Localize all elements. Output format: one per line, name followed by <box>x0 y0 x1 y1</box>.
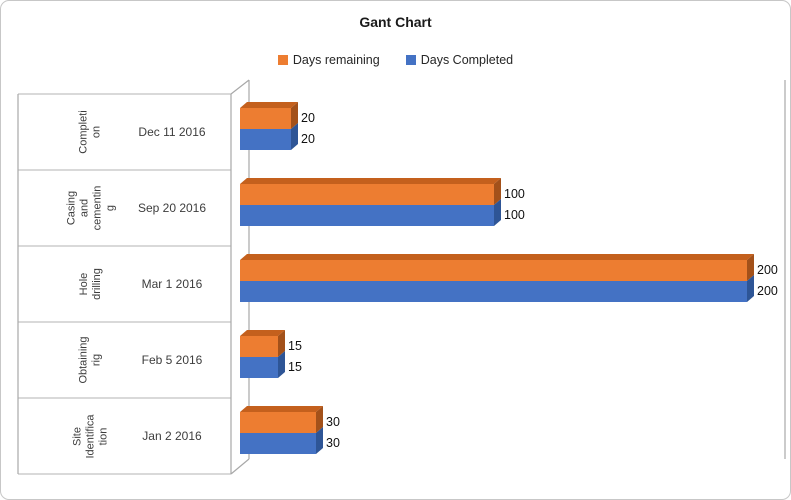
legend: Days remaining Days Completed <box>1 53 790 67</box>
chart-title: Gant Chart <box>359 14 432 30</box>
legend-label-days-completed: Days Completed <box>420 53 514 67</box>
data-label-days-completed-completion: 20 <box>301 132 315 146</box>
bar-side-face-days-remaining-hole-drilling <box>747 254 754 281</box>
category-task-label-hole-drilling: Hole drilling <box>77 268 103 300</box>
bar-side-face-days-completed-hole-drilling <box>747 275 754 302</box>
bar-side-face-days-completed-obtaining-rig <box>278 351 285 378</box>
category-date-site-identification: Jan 2 2016 <box>142 429 202 443</box>
category-task-label-obtaining-rig: Obtaining rig <box>78 336 103 384</box>
legend-label-days-remaining: Days remaining <box>292 53 380 67</box>
data-label-days-completed-site-identification: 30 <box>326 436 340 450</box>
category-separator-lines <box>18 93 231 475</box>
bar-side-face-days-remaining-obtaining-rig <box>278 330 285 357</box>
data-label-days-remaining-completion: 20 <box>301 111 315 125</box>
bar-days-completed-hole-drilling <box>240 281 747 302</box>
bar-top-face-days-remaining-completion <box>240 102 298 108</box>
category-task-label-casing-and-cementing: Casing and cementin g <box>64 185 116 231</box>
data-label-days-remaining-obtaining-rig: 15 <box>288 339 302 353</box>
bar-days-remaining-site-identification <box>240 412 316 433</box>
bar-days-remaining-completion <box>240 108 291 129</box>
bar-days-remaining-obtaining-rig <box>240 336 278 357</box>
bar-top-face-days-remaining-site-identification <box>240 406 323 412</box>
bar-days-remaining-hole-drilling <box>240 260 747 281</box>
category-task-label-completion: Completi on <box>78 110 103 154</box>
category-date-obtaining-rig: Feb 5 2016 <box>141 353 203 367</box>
data-label-days-remaining-site-identification: 30 <box>326 415 340 429</box>
category-task-label-site-identification: Site Identifica tion <box>71 413 110 459</box>
bar-days-remaining-casing-and-cementing <box>240 184 494 205</box>
category-date-hole-drilling: Mar 1 2016 <box>141 277 203 291</box>
category-date-completion: Dec 11 2016 <box>138 125 206 139</box>
legend-item-days-remaining: Days remaining <box>277 53 380 67</box>
data-label-days-completed-hole-drilling: 200 <box>757 284 778 298</box>
legend-swatch-days-completed-icon <box>405 55 416 65</box>
bar-side-face-days-remaining-site-identification <box>316 406 323 433</box>
bar-days-completed-casing-and-cementing <box>240 205 494 226</box>
bar-side-face-days-remaining-completion <box>291 102 298 129</box>
data-label-days-remaining-casing-and-cementing: 100 <box>504 187 525 201</box>
bar-side-face-days-completed-completion <box>291 123 298 150</box>
bar-top-face-days-remaining-hole-drilling <box>240 254 754 260</box>
data-label-days-completed-obtaining-rig: 15 <box>288 360 302 374</box>
legend-swatch-days-remaining-icon <box>277 55 288 65</box>
bar-days-completed-site-identification <box>240 433 316 454</box>
bar-side-face-days-completed-casing-and-cementing <box>494 199 501 226</box>
bar-top-face-days-remaining-obtaining-rig <box>240 330 285 336</box>
category-date-casing-and-cementing: Sep 20 2016 <box>137 201 207 215</box>
data-label-days-remaining-hole-drilling: 200 <box>757 263 778 277</box>
bar-top-face-days-remaining-casing-and-cementing <box>240 178 501 184</box>
bar-side-face-days-remaining-casing-and-cementing <box>494 178 501 205</box>
bar-days-completed-completion <box>240 129 291 150</box>
data-label-days-completed-casing-and-cementing: 100 <box>504 208 525 222</box>
legend-item-days-completed: Days Completed <box>405 53 514 67</box>
bar-side-face-days-completed-site-identification <box>316 427 323 454</box>
bar-days-completed-obtaining-rig <box>240 357 278 378</box>
